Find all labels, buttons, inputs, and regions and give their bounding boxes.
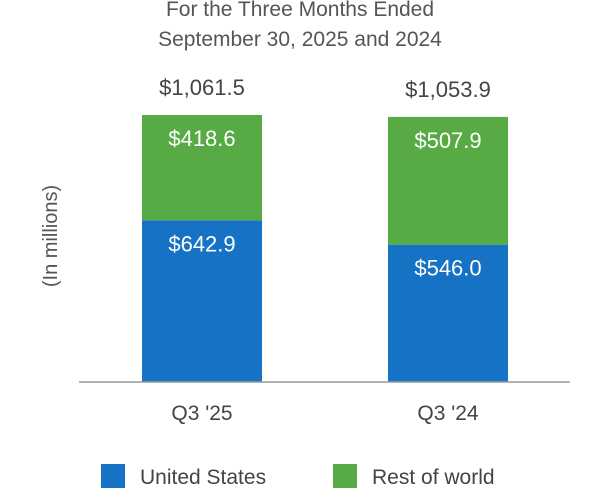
chart-title-line-2: September 30, 2025 and 2024 <box>158 28 442 51</box>
chart-title-line-1: For the Three Months Ended <box>166 0 434 21</box>
segment-value-label: $418.6 <box>168 126 235 151</box>
segment-value-label: $507.9 <box>414 128 481 153</box>
bar-segment-united-states-1 <box>142 220 262 382</box>
total-value-label: $1,061.5 <box>159 75 245 100</box>
legend-label-united-states: United States <box>140 466 266 489</box>
x-tick-label: Q3 '24 <box>417 402 479 425</box>
total-value-label: $1,053.9 <box>405 77 491 102</box>
bar-segment-rest-of-world-1 <box>142 114 262 221</box>
segment-value-label: $642.9 <box>168 231 235 256</box>
legend-label-rest-of-world: Rest of world <box>372 466 495 489</box>
legend-swatch-rest-of-world <box>333 464 357 488</box>
x-tick-label: Q3 '25 <box>171 402 232 425</box>
y-axis-label: (In millions) <box>40 185 62 287</box>
bar-segment-united-states-2 <box>388 244 508 382</box>
legend-swatch-united-states <box>101 464 125 488</box>
segment-value-label: $546.0 <box>414 256 481 281</box>
bar-segment-rest-of-world-2 <box>388 116 508 245</box>
